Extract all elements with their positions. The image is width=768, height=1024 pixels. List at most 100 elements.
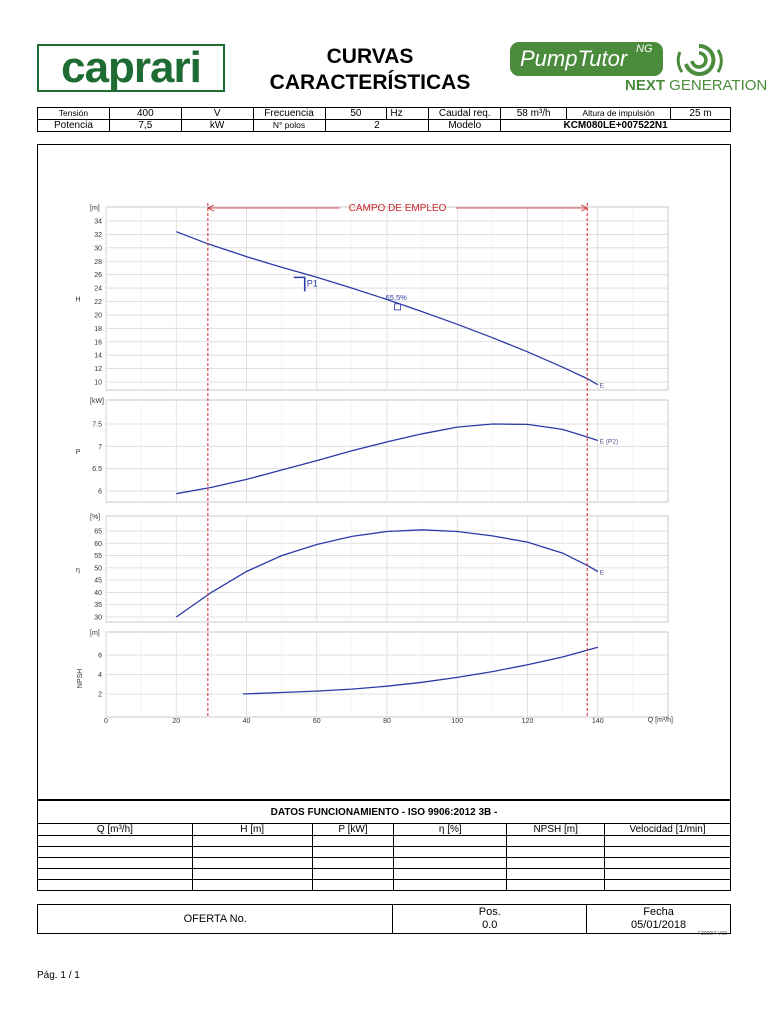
datos-header-npsh: NPSH [m] [506, 823, 606, 836]
pumptutor-logo: PumpTutor NG NEXT GENERATION [510, 40, 767, 96]
campo-de-empleo-label: CAMPO DE EMPLEO [349, 203, 447, 214]
tagline-bold: NEXT [625, 77, 666, 94]
y-tick-label-H: 28 [94, 259, 102, 266]
form-code: F3000IT-V03 [698, 931, 727, 937]
oferta-table: OFERTA No. Pos. 0.0 Fecha 05/01/2018 [36, 904, 731, 934]
table-row [37, 857, 731, 869]
table-row [37, 835, 731, 847]
fecha-label: Fecha [643, 906, 674, 918]
datos-header-velocidad: Velocidad [1/min] [604, 823, 731, 836]
tagline-rest: GENERATION [665, 77, 768, 94]
pumptutor-name: PumpTutor [520, 46, 628, 71]
potencia-value: 7,5 [108, 119, 182, 132]
table-row [37, 846, 731, 858]
campo-arrowhead-right [581, 204, 589, 212]
chart-frame [37, 144, 731, 800]
y-tick-label-P: 6 [98, 489, 102, 496]
y-tick-label-NPSH: 4 [98, 672, 102, 679]
y-tick-label-H: 24 [94, 286, 102, 293]
y-tick-label-eta: 60 [94, 541, 102, 548]
table-row [37, 868, 731, 880]
curve-H [176, 231, 599, 386]
y-tick-label-eta: 45 [94, 578, 102, 585]
title-line-1: CURVAS [326, 45, 414, 68]
pos-cell: Pos. 0.0 [392, 904, 588, 934]
y-tick-label-NPSH: 6 [98, 653, 102, 660]
caprari-logo: caprari [37, 44, 225, 92]
y-tick-label-NPSH: 2 [98, 692, 102, 699]
y-tick-label-H: 10 [94, 380, 102, 387]
y-axis-label-P: P [76, 449, 81, 456]
caprari-logo-text: caprari [61, 43, 202, 92]
curve-end-label-P: E (P2) [600, 439, 618, 446]
y-tick-label-P: 6.5 [92, 466, 102, 473]
pos-value: 0.0 [482, 919, 498, 931]
y-tick-label-H: 20 [94, 312, 102, 319]
x-tick-label: 0 [104, 718, 108, 725]
y-tick-label-H: 12 [94, 366, 102, 373]
table-row [37, 879, 731, 891]
pumptutor-tagline: NEXT GENERATION [625, 77, 767, 94]
x-tick-label: 120 [522, 718, 534, 725]
y-tick-label-H: 34 [94, 219, 102, 226]
x-tick-label: 140 [592, 718, 604, 725]
y-tick-label-eta: 50 [94, 565, 102, 572]
y-tick-label-H: 18 [94, 326, 102, 333]
efficiency-marker [394, 303, 401, 311]
y-axis-label-NPSH: NPSH [77, 669, 84, 688]
y-unit-H: [m] [90, 205, 100, 212]
info-row-2: Potencia 7,5 kW N° polos 2 Modelo KCM080… [37, 119, 731, 132]
curve-eta [175, 529, 599, 618]
modelo-value: KCM080LE+007522N1 [500, 119, 731, 132]
y-tick-label-H: 14 [94, 353, 102, 360]
pump-info-table: Tensión 400 V Frecuencia 50 Hz Caudal re… [37, 107, 731, 132]
y-tick-label-eta: 35 [94, 602, 102, 609]
y-axis-label-eta: η [76, 567, 80, 574]
y-tick-label-eta: 30 [94, 615, 102, 622]
efficiency-label: 65,5% [386, 293, 408, 302]
y-tick-label-eta: 65 [94, 529, 102, 536]
x-tick-label: 20 [172, 718, 180, 725]
datos-header-p: P [kW] [311, 823, 395, 836]
title-line-2: CARACTERÍSTICAS [269, 71, 471, 94]
campo-arrowhead-left [206, 204, 215, 212]
modelo-label: Modelo [428, 119, 502, 132]
potencia-label: Potencia [37, 119, 110, 132]
pumptutor-badge: PumpTutor NG [510, 42, 663, 76]
x-axis-label: Q [m³/h] [648, 717, 673, 724]
y-axis-label-H: H [75, 297, 80, 304]
y-tick-label-P: 7 [98, 444, 102, 451]
y-tick-label-eta: 55 [94, 553, 102, 560]
y-unit-eta: [%] [90, 514, 100, 521]
curve-NPSH [242, 646, 598, 695]
fecha-cell: Fecha 05/01/2018 [586, 904, 731, 934]
datos-header-eta: η [%] [393, 823, 508, 836]
curve-end-label-H: E [600, 383, 605, 390]
y-tick-label-H: 16 [94, 339, 102, 346]
y-tick-label-H: 22 [94, 299, 102, 306]
x-tick-label: 80 [383, 718, 391, 725]
pos-label: Pos. [478, 906, 501, 918]
pumptutor-ng: NG [636, 43, 653, 55]
oferta-label: OFERTA No. [36, 904, 394, 934]
fecha-value: 05/01/2018 [631, 919, 687, 931]
x-tick-label: 100 [451, 718, 463, 725]
y-tick-label-eta: 40 [94, 590, 102, 597]
datos-header-row: Q [m³/h] H [m] P [kW] η [%] NPSH [m] Vel… [37, 823, 731, 836]
y-unit-NPSH: [m] [90, 630, 100, 637]
curve-end-label-eta: E [600, 570, 605, 577]
y-tick-label-H: 26 [94, 272, 102, 279]
y-tick-label-H: 30 [94, 245, 102, 252]
datos-title: DATOS FUNCIONAMIENTO - ISO 9906:2012 3B … [37, 800, 731, 824]
curve-P [176, 423, 599, 495]
duty-point-marker [293, 276, 306, 292]
y-tick-label-H: 32 [94, 232, 102, 239]
page-title: CURVAS CARACTERÍSTICAS [240, 44, 500, 96]
x-tick-label: 60 [313, 718, 321, 725]
swirl-icon [676, 43, 723, 76]
x-tick-label: 40 [243, 718, 251, 725]
datos-header-h: H [m] [191, 823, 313, 836]
duty-point-label: P1 [307, 278, 318, 288]
page-number: Pág. 1 / 1 [37, 970, 80, 981]
